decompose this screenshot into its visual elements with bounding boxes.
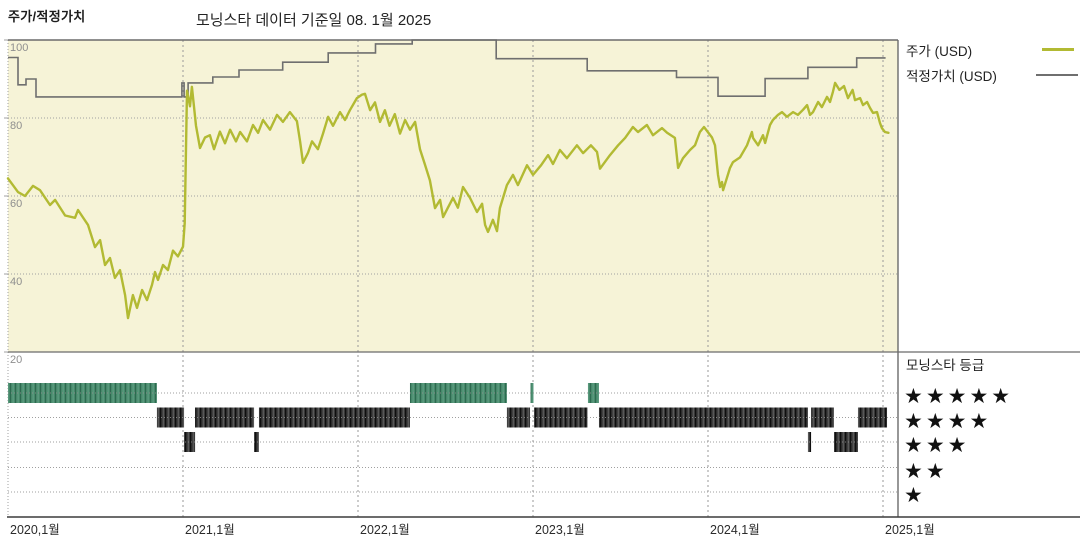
price-legend-label: 주가 (USD) (906, 43, 973, 59)
fair-value-legend-row: 적정가치 (USD) (906, 62, 1078, 87)
y-axis-label-40: 40 (10, 276, 23, 288)
y-axis-label-100: 100 (10, 42, 29, 54)
y-axis-label-60: 60 (10, 198, 23, 210)
rating-legend-row-1-stars: ★ (904, 484, 926, 507)
x-axis-label-2024: 2024,1월 (710, 523, 760, 537)
x-axis-label-2020: 2020,1월 (10, 523, 60, 537)
rating-band-3-star (184, 432, 196, 452)
rating-band-5-star (8, 383, 157, 403)
fair-value-line-swatch (1036, 73, 1078, 76)
chart-title: 모닝스타 데이터 기준일 08. 1월 2025 (196, 12, 432, 29)
rating-legend-row-3-stars: ★★★ (904, 434, 970, 457)
x-axis-label-2022: 2022,1월 (360, 523, 410, 537)
rating-legend-row-2-stars: ★★ (904, 459, 948, 483)
page-title: 주가/적정가치 (8, 9, 86, 24)
y-axis-label-20: 20 (10, 354, 23, 366)
rating-band-4-star (598, 407, 808, 428)
rating-band-3-star (254, 432, 259, 452)
y-axis-label-80: 80 (10, 120, 23, 132)
price-line (6, 81, 890, 320)
rating-legend-row-4-stars: ★★★★ (904, 409, 992, 433)
x-axis-label-2021: 2021,1월 (185, 523, 235, 537)
fair-value-line (8, 39, 886, 98)
price-line-swatch (1042, 48, 1074, 51)
rating-legend-title: 모닝스타 등급 (906, 358, 985, 373)
rating-legend-row-5-stars: ★★★★★ (904, 385, 1014, 408)
rating-band-4-star (258, 407, 410, 428)
x-axis-label-2023: 2023,1월 (535, 523, 585, 537)
series-legend: 주가 (USD) 적정가치 (USD) (906, 37, 1078, 87)
x-axis-label-2025: 2025,1월 (885, 523, 935, 537)
rating-band-4-star (811, 407, 834, 428)
rating-band-5-star (530, 383, 534, 403)
price-legend-row: 주가 (USD) (906, 37, 1078, 62)
fair-value-legend-label: 적정가치 (USD) (906, 68, 997, 84)
